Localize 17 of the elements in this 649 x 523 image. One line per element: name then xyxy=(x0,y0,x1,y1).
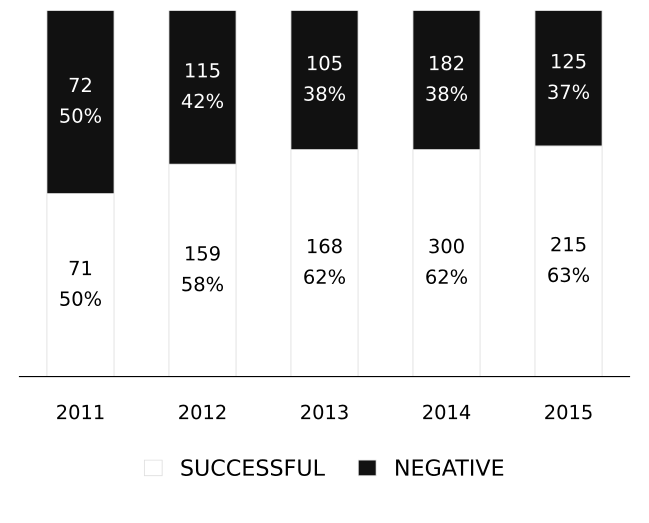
data-label: 168 62% xyxy=(304,238,346,284)
data-label: 215 63% xyxy=(548,236,590,282)
x-tick-label: 2013 xyxy=(301,404,348,420)
x-tick-label: 2015 xyxy=(545,404,592,420)
x-tick-label: 2014 xyxy=(423,404,470,420)
data-label: 72 50% xyxy=(60,78,102,123)
data-label: 105 38% xyxy=(304,56,346,101)
data-label: 125 37% xyxy=(548,54,590,100)
legend-label: NEGATIVE xyxy=(396,459,504,476)
data-label: 71 50% xyxy=(60,260,102,306)
data-label: 115 42% xyxy=(182,63,224,108)
x-tick-label: 2011 xyxy=(57,404,104,420)
data-label: 300 62% xyxy=(426,238,468,284)
data-label: 159 58% xyxy=(182,246,224,292)
x-tick-label: 2012 xyxy=(179,404,226,420)
legend-label: SUCCESSFUL xyxy=(181,459,325,476)
data-label: 182 38% xyxy=(426,56,468,101)
